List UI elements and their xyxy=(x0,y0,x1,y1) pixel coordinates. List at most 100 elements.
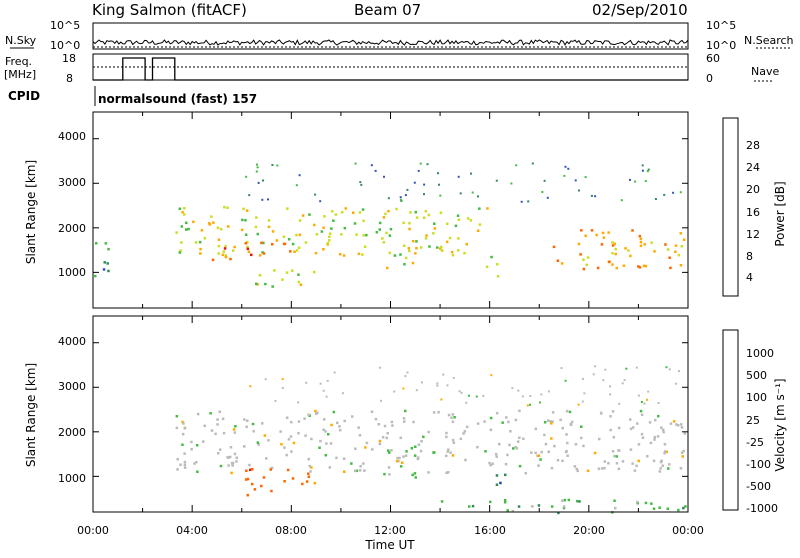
data-cell xyxy=(658,470,662,473)
data-cell xyxy=(318,446,321,449)
data-cell xyxy=(447,413,451,417)
data-cell xyxy=(328,466,332,469)
data-cell xyxy=(195,444,199,447)
data-cell xyxy=(517,389,520,392)
data-cell xyxy=(436,246,439,249)
date-title: 02/Sep/2010 xyxy=(592,1,688,19)
data-cell xyxy=(176,458,179,461)
data-cell xyxy=(281,278,284,281)
data-cell xyxy=(611,252,614,255)
data-cell xyxy=(629,418,632,421)
data-cell xyxy=(267,219,271,222)
data-cell xyxy=(629,427,633,431)
nsearch-label: N.Search xyxy=(744,34,794,47)
data-cell xyxy=(666,507,669,510)
data-cell xyxy=(307,472,310,475)
data-cell xyxy=(305,480,309,483)
data-cell xyxy=(280,443,283,446)
data-cell xyxy=(319,200,322,203)
data-cell xyxy=(476,229,480,232)
data-cell xyxy=(281,387,284,389)
data-cell xyxy=(362,219,365,223)
data-cell xyxy=(514,445,517,449)
data-cell xyxy=(217,238,221,241)
data-cell xyxy=(607,462,610,465)
data-cell xyxy=(594,365,597,368)
data-cell xyxy=(244,233,248,236)
data-cell xyxy=(508,443,511,447)
data-cell xyxy=(448,236,452,240)
data-cell xyxy=(522,437,525,440)
data-cell xyxy=(199,247,202,251)
x-tick: 00:00 xyxy=(77,524,109,537)
data-cell xyxy=(411,261,415,265)
data-cell xyxy=(447,448,450,451)
data-cell xyxy=(338,425,341,428)
data-cell xyxy=(232,428,236,431)
data-cell xyxy=(439,194,442,197)
data-cell xyxy=(540,450,543,454)
velocity-y-tick: 3000 xyxy=(58,380,86,393)
data-cell xyxy=(682,449,685,453)
data-cell xyxy=(385,436,388,440)
data-cell xyxy=(255,282,258,286)
data-cell xyxy=(584,234,587,237)
data-cell xyxy=(180,241,183,244)
power-cbar-tick: 4 xyxy=(746,271,753,284)
data-cell xyxy=(551,411,555,414)
data-cell xyxy=(246,493,249,497)
data-cell xyxy=(326,379,329,382)
data-cell xyxy=(506,453,509,457)
data-cell xyxy=(565,409,569,413)
data-cell xyxy=(319,439,322,443)
data-cell xyxy=(657,414,660,418)
data-cell xyxy=(291,269,294,272)
power-y-tick: 1000 xyxy=(58,266,86,279)
data-cell xyxy=(465,425,469,429)
data-cell xyxy=(531,162,534,165)
data-cell xyxy=(307,475,311,479)
data-cell xyxy=(295,233,298,237)
data-cell xyxy=(187,227,190,231)
data-cell xyxy=(390,449,393,452)
data-cell xyxy=(653,435,657,439)
data-cell xyxy=(393,254,397,257)
data-cell xyxy=(402,387,405,390)
data-cell xyxy=(465,401,468,404)
data-cell xyxy=(668,256,671,259)
nsky-tick-top: 10^5 xyxy=(50,19,80,32)
data-cell xyxy=(581,377,584,380)
data-cell xyxy=(181,420,184,424)
data-cell xyxy=(399,465,403,468)
data-cell xyxy=(611,263,614,266)
data-cell xyxy=(273,269,276,272)
data-cell xyxy=(567,498,571,502)
data-cell xyxy=(439,247,442,250)
data-cell xyxy=(355,233,358,236)
data-cell xyxy=(262,252,266,255)
data-cell xyxy=(352,211,355,214)
data-cell xyxy=(252,430,255,433)
data-cell xyxy=(198,240,202,244)
data-cell xyxy=(631,426,635,429)
data-cell xyxy=(684,505,687,508)
cpid-label: CPID xyxy=(8,89,40,103)
data-cell xyxy=(411,239,415,243)
data-cell xyxy=(358,434,362,437)
data-cell xyxy=(295,249,299,252)
data-cell xyxy=(210,215,213,218)
data-cell xyxy=(495,411,499,415)
data-cell xyxy=(498,442,501,446)
data-cell xyxy=(660,426,663,429)
data-cell xyxy=(326,243,329,246)
data-cell xyxy=(357,426,360,429)
data-cell xyxy=(445,431,448,435)
data-cell xyxy=(440,245,443,249)
data-cell xyxy=(563,498,567,502)
data-cell xyxy=(577,242,581,246)
data-cell xyxy=(325,442,328,445)
data-cell xyxy=(672,420,676,423)
data-cell xyxy=(617,426,621,430)
data-cell xyxy=(399,196,402,199)
data-cell xyxy=(639,237,643,241)
